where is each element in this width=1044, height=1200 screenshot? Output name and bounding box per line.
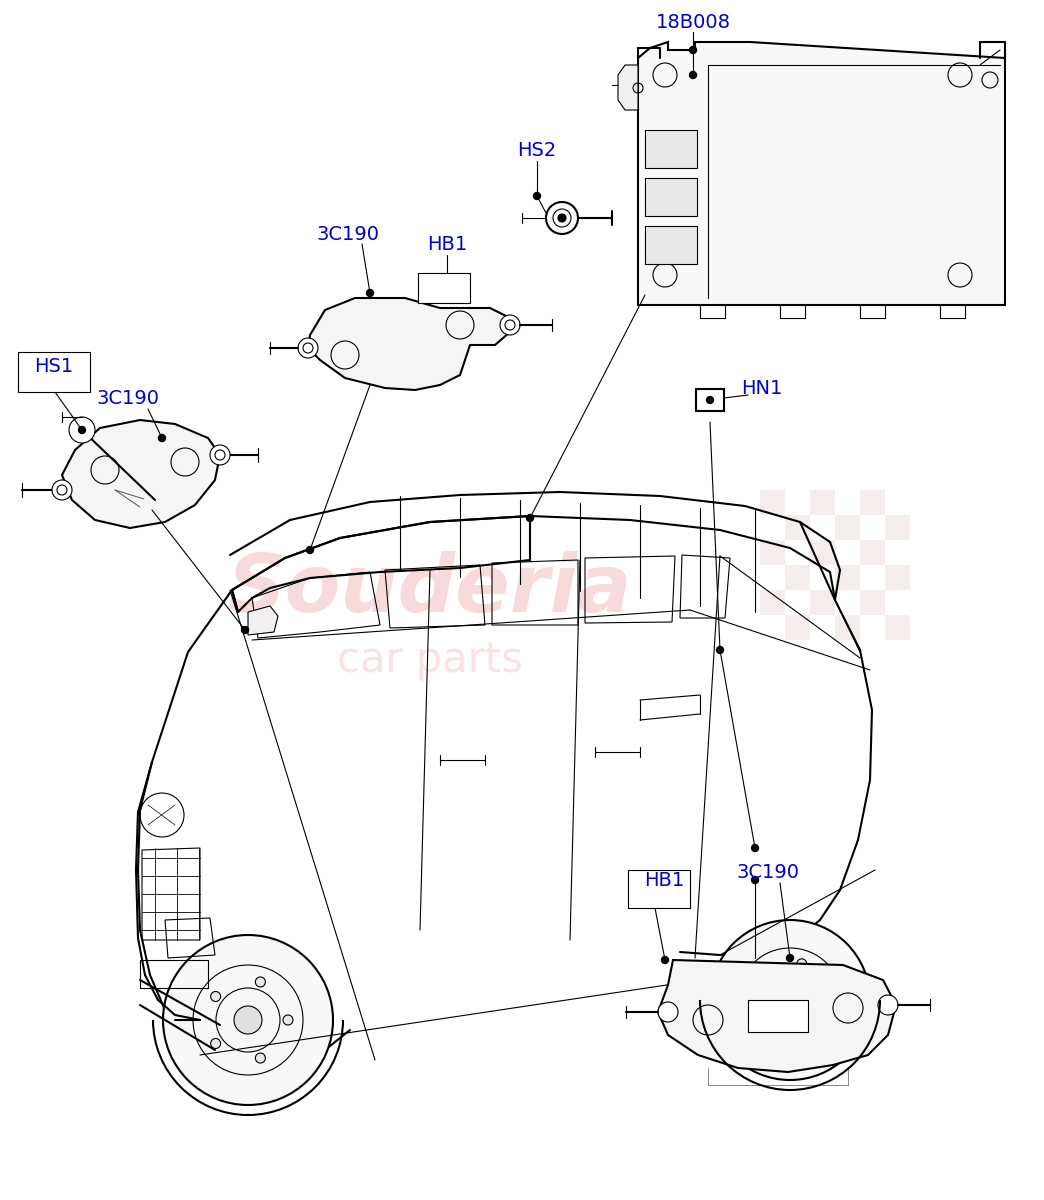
Text: HS1: HS1 [34, 356, 73, 376]
Bar [760, 590, 785, 614]
Text: 3C190: 3C190 [736, 863, 800, 882]
FancyBboxPatch shape [418, 272, 470, 302]
Bar [885, 590, 910, 614]
FancyBboxPatch shape [645, 130, 697, 168]
Circle shape [707, 396, 713, 403]
Bar [785, 614, 810, 640]
Circle shape [211, 1038, 220, 1049]
Circle shape [256, 977, 265, 986]
Circle shape [752, 876, 759, 883]
Text: car parts: car parts [337, 638, 523, 680]
Circle shape [797, 1031, 807, 1042]
Bar [785, 490, 810, 515]
FancyBboxPatch shape [645, 178, 697, 216]
Polygon shape [62, 420, 220, 528]
Bar [835, 590, 860, 614]
Bar [860, 614, 885, 640]
Bar [785, 540, 810, 565]
Bar [835, 540, 860, 565]
Circle shape [210, 445, 230, 464]
Circle shape [546, 202, 578, 234]
Polygon shape [638, 42, 1005, 305]
Circle shape [557, 214, 566, 222]
Bar [885, 565, 910, 590]
Bar [810, 490, 835, 515]
Circle shape [211, 991, 220, 1002]
FancyBboxPatch shape [748, 1000, 808, 1032]
Bar [835, 515, 860, 540]
Bar [810, 614, 835, 640]
Bar [810, 515, 835, 540]
Bar [760, 540, 785, 565]
Bar [885, 540, 910, 565]
FancyBboxPatch shape [645, 226, 697, 264]
Circle shape [754, 1018, 764, 1027]
Bar [760, 515, 785, 540]
Bar [885, 515, 910, 540]
Text: HN1: HN1 [741, 378, 783, 397]
Circle shape [298, 338, 318, 358]
Circle shape [366, 289, 374, 296]
Circle shape [662, 956, 668, 964]
Circle shape [658, 1002, 678, 1022]
Text: HB1: HB1 [427, 234, 467, 253]
Bar [885, 614, 910, 640]
Bar [760, 490, 785, 515]
Circle shape [52, 480, 72, 500]
Circle shape [752, 845, 759, 852]
Circle shape [754, 973, 764, 983]
Circle shape [878, 995, 898, 1015]
Bar [835, 490, 860, 515]
Bar [860, 540, 885, 565]
Text: HB1: HB1 [644, 870, 684, 889]
Text: 3C190: 3C190 [96, 389, 160, 408]
Circle shape [283, 1015, 293, 1025]
Bar [860, 590, 885, 614]
Text: HS2: HS2 [518, 140, 556, 160]
Circle shape [716, 647, 723, 654]
Bar [835, 565, 860, 590]
Circle shape [234, 1006, 262, 1034]
Circle shape [786, 954, 793, 961]
Bar [860, 515, 885, 540]
Polygon shape [308, 298, 511, 390]
Circle shape [241, 626, 248, 634]
Bar [785, 590, 810, 614]
FancyBboxPatch shape [18, 352, 90, 392]
Bar [860, 565, 885, 590]
Circle shape [823, 995, 833, 1006]
Circle shape [689, 72, 696, 78]
Polygon shape [618, 65, 638, 110]
Polygon shape [658, 960, 896, 1072]
Circle shape [533, 192, 541, 199]
Circle shape [163, 935, 333, 1105]
Bar [810, 565, 835, 590]
Bar [760, 614, 785, 640]
Circle shape [500, 314, 520, 335]
Text: Souderia: Souderia [228, 551, 633, 629]
Bar [785, 565, 810, 590]
Circle shape [78, 426, 86, 433]
Bar [760, 565, 785, 590]
Circle shape [256, 1054, 265, 1063]
Text: 3C190: 3C190 [316, 224, 380, 244]
Bar [835, 614, 860, 640]
Bar [885, 490, 910, 515]
Circle shape [689, 47, 696, 54]
Circle shape [69, 416, 95, 443]
Circle shape [797, 959, 807, 968]
Text: 18B008: 18B008 [656, 12, 731, 31]
Bar [860, 490, 885, 515]
Circle shape [159, 434, 166, 442]
Bar [810, 590, 835, 614]
Circle shape [777, 986, 803, 1013]
Bar [810, 540, 835, 565]
FancyBboxPatch shape [696, 389, 723, 410]
Polygon shape [248, 606, 278, 635]
FancyBboxPatch shape [628, 870, 690, 908]
Bar [785, 515, 810, 540]
Circle shape [307, 546, 313, 553]
Circle shape [526, 515, 533, 522]
Circle shape [710, 920, 870, 1080]
